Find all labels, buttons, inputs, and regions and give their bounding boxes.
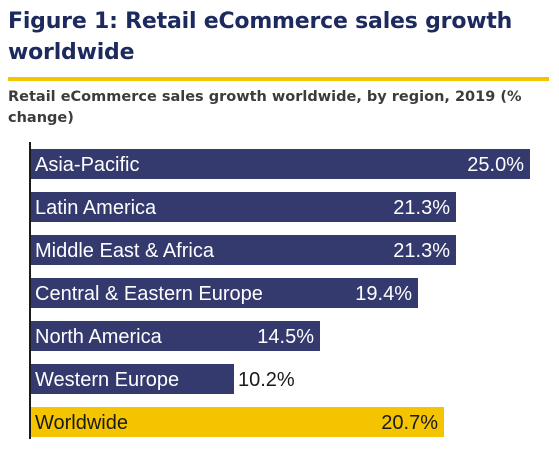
value-label-middle-east-and-africa: 21.3% [393,240,450,262]
bar-latin-america [30,192,456,222]
category-label-worldwide: Worldwide [35,412,128,434]
value-label-western-europe: 10.2% [238,369,295,391]
value-label-latin-america: 21.3% [393,197,450,219]
figure-title: Figure 1: Retail eCommerce sales growth … [8,9,513,65]
value-label-north-america: 14.5% [257,326,314,348]
category-label-western-europe: Western Europe [35,369,179,391]
category-label-central-and-eastern-europe: Central & Eastern Europe [35,283,263,305]
bar-north-america [30,321,320,351]
bar-western-europe [30,364,234,394]
value-label-asia-pacific: 25.0% [467,154,524,176]
bar-middle-east-and-africa [30,235,456,265]
bar-worldwide [30,407,444,437]
bar-asia-pacific [30,149,530,179]
category-label-latin-america: Latin America [35,197,157,219]
category-label-middle-east-and-africa: Middle East & Africa [35,240,215,262]
value-label-worldwide: 20.7% [381,412,438,434]
category-label-asia-pacific: Asia-Pacific [35,154,139,176]
bar-central-and-eastern-europe [30,278,418,308]
title-underline [8,77,549,81]
category-label-north-america: North America [35,326,163,348]
value-label-central-and-eastern-europe: 19.4% [355,283,412,305]
bars-group: Asia-Pacific 25.0% Latin America 21.3% Middl… [30,149,530,437]
chart-subtitle: Retail eCommerce sales growth worldwide,… [8,89,522,126]
